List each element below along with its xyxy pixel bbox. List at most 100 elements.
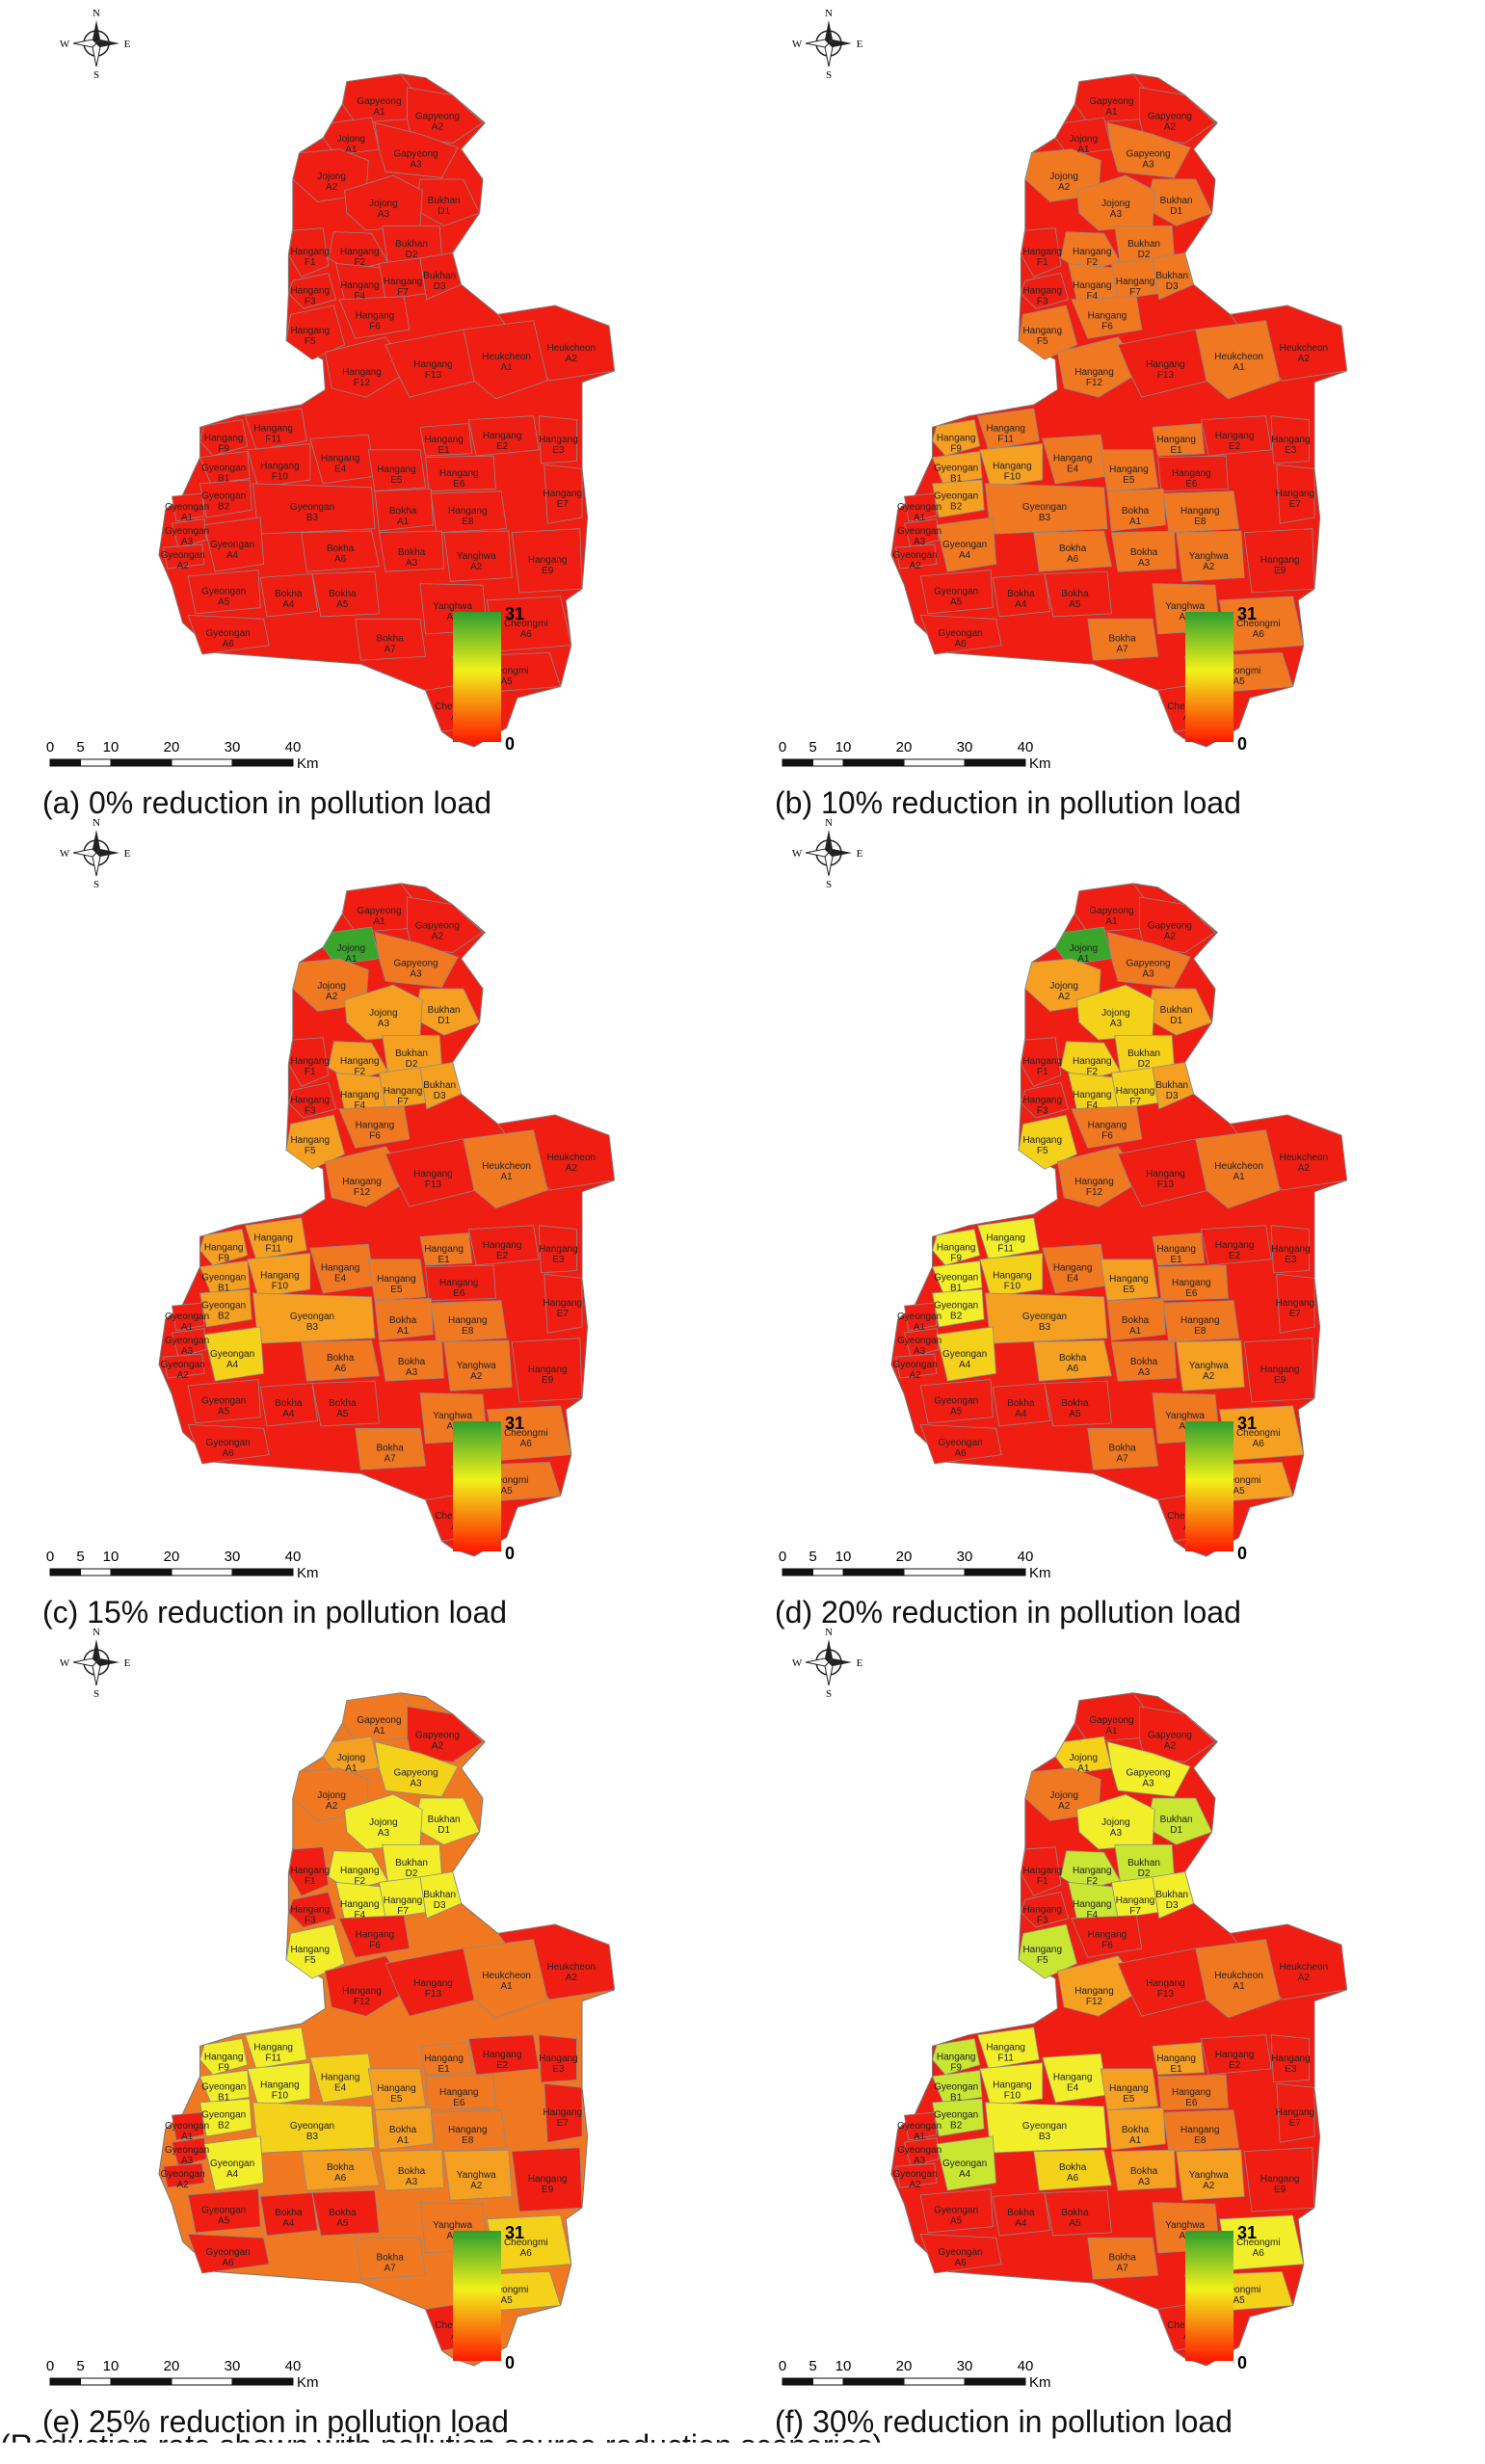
compass-rose-icon: N S W E <box>60 1627 131 1700</box>
panel-caption: (e) 25% reduction in pollution load <box>42 2404 509 2439</box>
subbasin-label: Hangang E9 <box>528 1364 568 1386</box>
legend-max-label: 31 <box>1237 1414 1257 1433</box>
subbasin-label: Gyeongan A6 <box>939 1438 983 1459</box>
subbasin-region <box>1139 1706 1216 1762</box>
subbasin-label: Hangang F7 <box>384 1895 423 1917</box>
subbasin-region <box>1195 1939 1281 2019</box>
subbasin-region <box>1162 490 1240 534</box>
subbasin-region <box>1162 2109 1240 2153</box>
compass-letter: W <box>792 848 803 860</box>
subbasin-label: Hangang F12 <box>1074 367 1114 388</box>
map-panel: Gapyeong A1 Gapyeong A2 Jojong A1 Gapyeong A3 Jo… <box>771 1619 1465 2439</box>
subbasin-label: Hangang F9 <box>937 1242 976 1263</box>
legend-colorbar <box>1185 612 1233 742</box>
subbasin-label: Cheongmi A5 <box>485 2285 529 2306</box>
figure-footer: (Reduction rate shown with pollution sou… <box>0 2428 884 2463</box>
subbasin-region <box>932 1229 981 1266</box>
subbasin-label: Jojong A1 <box>1070 943 1098 965</box>
subbasin-region <box>992 2192 1051 2237</box>
subbasin-label: Gyeongan A6 <box>206 628 251 649</box>
subbasin-label: Heukcheon A2 <box>547 1153 597 1174</box>
subbasin-region <box>430 490 508 534</box>
subbasin-label: Bokha A7 <box>376 634 404 655</box>
subbasin-region <box>199 479 252 518</box>
compass-letter: N <box>93 817 100 829</box>
legend-colorbar <box>1185 2231 1233 2361</box>
subbasin-label: Gyeongan A4 <box>942 540 987 561</box>
subbasin-region <box>443 530 513 582</box>
subbasin-label: Bokha A7 <box>1108 1444 1136 1465</box>
subbasin-label: Bukhan D3 <box>423 1890 456 1911</box>
subbasin-label: Hangang F11 <box>253 1232 293 1254</box>
subbasin-label: Hangang E3 <box>539 2053 578 2075</box>
subbasin-label: Heukcheon A1 <box>1214 1161 1263 1182</box>
subbasin-label: Gyeongan B1 <box>201 2082 246 2104</box>
scale-unit-label: Km <box>297 755 319 772</box>
subbasin-label: Hangang E5 <box>377 464 416 486</box>
subbasin-label: Yanghwa A1 <box>1165 1411 1205 1432</box>
subbasin-region <box>1020 1892 1070 1928</box>
subbasin-region <box>259 573 319 618</box>
subbasin-label: Gyeongan A3 <box>897 2145 941 2166</box>
subbasin-region <box>252 1292 376 1344</box>
scale-tick-label: 5 <box>809 2358 816 2374</box>
subbasin-region <box>162 2162 205 2188</box>
subbasin-label: Hangang F1 <box>1022 247 1062 268</box>
subbasin-label: Hangang F9 <box>204 2052 244 2073</box>
subbasin-label: Hangang F12 <box>342 1177 382 1198</box>
subbasin-region <box>338 1915 411 1958</box>
subbasin-region <box>1100 449 1159 492</box>
scale-tick-label: 0 <box>46 739 54 755</box>
subbasin-region <box>1020 227 1062 278</box>
subbasin-label: Gapyeong A1 <box>1089 1715 1133 1736</box>
subbasin-label: Hangang E8 <box>1180 506 1220 527</box>
legend-colorbar <box>453 2231 501 2361</box>
subbasin-label: Heukcheon A2 <box>1280 343 1329 364</box>
subbasin-label: Gyeongan A6 <box>939 628 983 649</box>
subbasin-region <box>425 455 496 492</box>
panel-caption: (a) 0% reduction in pollution load <box>42 785 492 820</box>
subbasin-label: Hangang F9 <box>937 433 976 454</box>
subbasin-label: Yanghwa A1 <box>1165 601 1205 623</box>
subbasin-label: Gapyeong A1 <box>357 1715 401 1736</box>
subbasin-region <box>203 1326 265 1382</box>
subbasin-label: Gapyeong A2 <box>415 112 460 133</box>
subbasin-label: Yanghwa A2 <box>457 1361 496 1382</box>
scale-tick-label: 10 <box>835 1549 852 1565</box>
scale-tick-label: 20 <box>896 2358 913 2374</box>
subbasin-label: Heukcheon A1 <box>482 1161 531 1182</box>
subbasin-label: Hangang F10 <box>260 2080 300 2101</box>
subbasin-region <box>1110 1339 1178 1382</box>
scale-unit-label: Km <box>1029 755 1051 772</box>
subbasin-region <box>1276 2082 1315 2143</box>
subbasin-label: Jojong A3 <box>1101 199 1129 220</box>
subbasin-region <box>287 1082 337 1119</box>
subbasin-label: Hangang F13 <box>1146 1169 1185 1190</box>
subbasin-region <box>1139 896 1216 953</box>
subbasin-region <box>199 2038 249 2076</box>
scale-tick-label: 20 <box>896 739 913 755</box>
legend-min-label: 0 <box>505 734 515 754</box>
subbasin-region <box>385 1947 477 2017</box>
subbasin-label: Gyeongan A1 <box>897 502 941 523</box>
subbasin-label: Hangang F4 <box>340 280 380 302</box>
subbasin-region <box>1020 1082 1070 1119</box>
subbasin-label: Hangang F2 <box>340 1056 380 1077</box>
subbasin-region <box>162 543 205 570</box>
scale-tick-label: 10 <box>103 1549 119 1565</box>
subbasin-label: Gapyeong A3 <box>393 149 438 171</box>
watershed-map: Gapyeong A1 Gapyeong A2 Jojong A1 Gapyeong A3 Jo… <box>46 1627 616 2391</box>
subbasin-label: Hangang F3 <box>1022 286 1062 307</box>
subbasin-label: Gyeongan A2 <box>161 2169 205 2190</box>
subbasin-label: Bokha A3 <box>1130 2166 1158 2187</box>
subbasin-region <box>894 543 938 570</box>
subbasin-label: Hangang F1 <box>290 247 330 268</box>
subbasin-label: Gapyeong A3 <box>393 959 438 980</box>
subbasin-label: Hangang E4 <box>1053 1263 1093 1285</box>
subbasin-label: Heukcheon A2 <box>1280 1962 1329 1983</box>
subbasin-region <box>932 419 981 457</box>
subbasin-region <box>407 896 484 953</box>
subbasin-region <box>247 443 311 489</box>
subbasin-label: Hangang E7 <box>544 489 583 510</box>
